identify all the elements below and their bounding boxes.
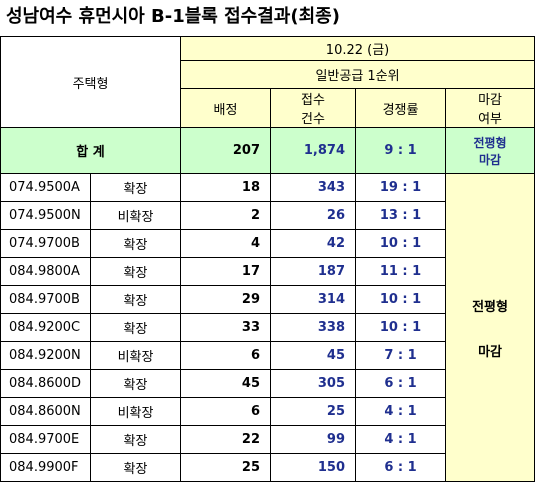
- house-code: 074.9500A: [0, 173, 91, 202]
- table-body: 주택형 10.22 (금) 일반공급 1순위 배정 접수 건수 경쟁률 마감 여…: [0, 36, 535, 482]
- ratio: 10 : 1: [355, 313, 447, 342]
- total-closing: 전평형 마감: [445, 127, 535, 174]
- data-row: 074.9500A 확장 18 343 19 : 1 전평형 마감: [0, 173, 535, 482]
- assigned: 29: [180, 285, 272, 314]
- column-header: 접수 건수: [270, 88, 357, 128]
- data-row: 084.9700E 확장 22 99 4 : 1: [0, 425, 535, 454]
- assigned: 17: [180, 257, 272, 286]
- ratio: 19 : 1: [355, 173, 447, 202]
- house-type-header: 주택형: [0, 36, 182, 128]
- header-row: 배정 접수 건수 경쟁률 마감 여부: [1, 88, 535, 128]
- assigned: 6: [180, 397, 272, 426]
- closing-text: 마감: [478, 344, 502, 360]
- expansion-type: 확장: [89, 257, 182, 286]
- data-row: 074.9500N 비확장 2 26 13 : 1: [0, 201, 535, 230]
- total-assigned: 207: [180, 127, 272, 174]
- total-applications: 1,874: [270, 127, 357, 174]
- house-code: 084.9200C: [0, 313, 91, 342]
- expansion-type: 비확장: [89, 201, 182, 230]
- expansion-type: 확장: [89, 369, 182, 398]
- column-header: 배정: [180, 88, 272, 128]
- expansion-type: 비확장: [89, 397, 182, 426]
- column-header: 마감 여부: [445, 88, 535, 128]
- supply-header: 일반공급 1순위: [180, 60, 535, 89]
- ratio: 10 : 1: [355, 285, 447, 314]
- expansion-type: 확장: [89, 453, 182, 482]
- applications: 305: [270, 369, 357, 398]
- house-code: 084.9700E: [0, 425, 91, 454]
- assigned: 2: [180, 201, 272, 230]
- house-code: 074.9500N: [0, 201, 91, 230]
- assigned: 6: [180, 341, 272, 370]
- applications: 338: [270, 313, 357, 342]
- expansion-type: 확장: [89, 285, 182, 314]
- total-label: 합 계: [0, 127, 182, 174]
- expansion-type: 확장: [89, 313, 182, 342]
- applications: 314: [270, 285, 357, 314]
- house-code: 084.8600N: [0, 397, 91, 426]
- house-code: 084.9200N: [0, 341, 91, 370]
- ratio: 11 : 1: [355, 257, 447, 286]
- ratio: 4 : 1: [355, 397, 447, 426]
- ratio: 13 : 1: [355, 201, 447, 230]
- house-code: 084.9900F: [0, 453, 91, 482]
- expansion-type: 확장: [89, 425, 182, 454]
- applications: 187: [270, 257, 357, 286]
- data-row: 084.9800A 확장 17 187 11 : 1: [0, 257, 535, 286]
- total-ratio: 9 : 1: [355, 127, 447, 174]
- assigned: 33: [180, 313, 272, 342]
- data-row: 074.9700B 확장 4 42 10 : 1: [0, 229, 535, 258]
- applications: 343: [270, 173, 357, 202]
- assigned: 45: [180, 369, 272, 398]
- expansion-type: 비확장: [89, 341, 182, 370]
- total-row: 합 계 207 1,874 9 : 1 전평형 마감: [0, 127, 535, 174]
- expansion-type: 확장: [89, 173, 182, 202]
- result-table: 주택형 10.22 (금) 일반공급 1순위 배정 접수 건수 경쟁률 마감 여…: [0, 36, 535, 482]
- house-code: 074.9700B: [0, 229, 91, 258]
- applications: 45: [270, 341, 357, 370]
- column-header: 경쟁률: [355, 88, 447, 128]
- closing-text: 전평형: [472, 299, 508, 315]
- data-row: 084.9700B 확장 29 314 10 : 1: [0, 285, 535, 314]
- applications: 150: [270, 453, 357, 482]
- applications: 26: [270, 201, 357, 230]
- assigned: 4: [180, 229, 272, 258]
- ratio: 6 : 1: [355, 453, 447, 482]
- header-row: 일반공급 1순위: [1, 60, 535, 89]
- assigned: 22: [180, 425, 272, 454]
- house-code: 084.9800A: [0, 257, 91, 286]
- title: 성남여수 휴먼시아 B-1블록 접수결과(최종): [6, 6, 340, 27]
- data-row: 084.8600N 비확장 6 25 4 : 1: [0, 397, 535, 426]
- ratio: 4 : 1: [355, 425, 447, 454]
- house-code: 084.9700B: [0, 285, 91, 314]
- ratio: 6 : 1: [355, 369, 447, 398]
- data-row: 084.8600D 확장 45 305 6 : 1: [0, 369, 535, 398]
- ratio: 7 : 1: [355, 341, 447, 370]
- assigned: 18: [180, 173, 272, 202]
- ratio: 10 : 1: [355, 229, 447, 258]
- applications: 25: [270, 397, 357, 426]
- applications: 99: [270, 425, 357, 454]
- expansion-type: 확장: [89, 229, 182, 258]
- assigned: 25: [180, 453, 272, 482]
- date-header: 10.22 (금): [180, 36, 535, 61]
- applications: 42: [270, 229, 357, 258]
- header-row: 주택형 10.22 (금): [0, 36, 535, 128]
- data-row: 084.9900F 확장 25 150 6 : 1: [0, 453, 535, 482]
- house-code: 084.8600D: [0, 369, 91, 398]
